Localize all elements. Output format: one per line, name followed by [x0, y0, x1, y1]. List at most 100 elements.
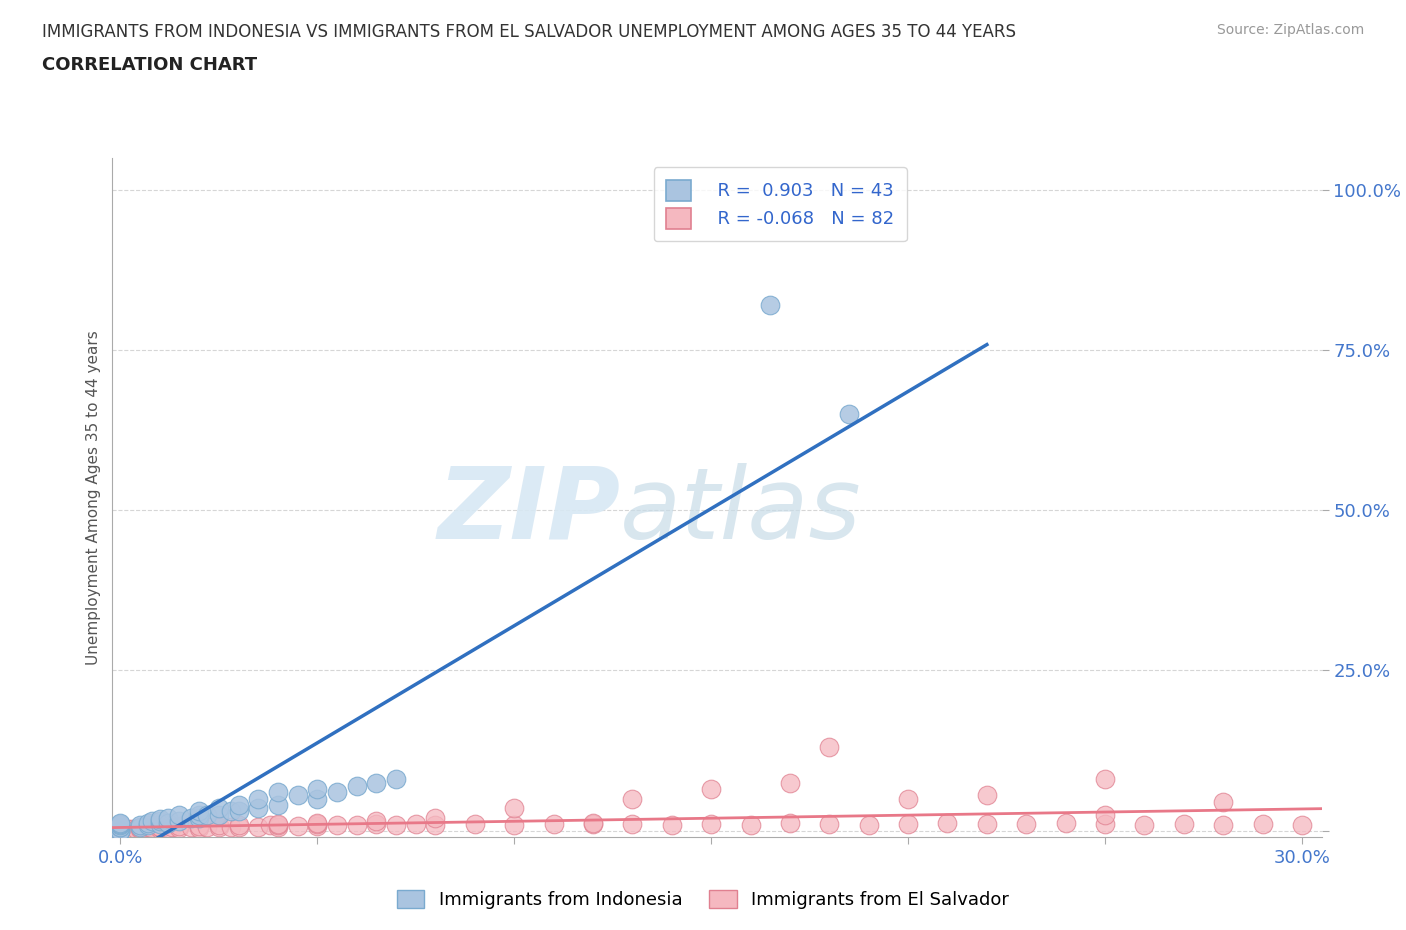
Point [110, 816, 132, 830]
Point [1094, 817, 1116, 831]
Point [180, 810, 202, 825]
Y-axis label: Unemployment Among Ages 35 to 44 years: Unemployment Among Ages 35 to 44 years [86, 330, 101, 665]
Point [287, 788, 309, 803]
Point [700, 817, 723, 831]
Point [129, 820, 152, 835]
Point [188, 818, 211, 833]
Point [267, 817, 290, 832]
Point [188, 807, 211, 822]
Point [136, 816, 159, 830]
Point [385, 818, 408, 833]
Point [1291, 818, 1313, 833]
Point [195, 807, 218, 822]
Point [149, 819, 172, 834]
Point [307, 791, 329, 806]
Point [188, 804, 211, 818]
Point [110, 820, 132, 835]
Point [208, 818, 231, 833]
Point [307, 781, 329, 796]
Text: IMMIGRANTS FROM INDONESIA VS IMMIGRANTS FROM EL SALVADOR UNEMPLOYMENT AMONG AGES: IMMIGRANTS FROM INDONESIA VS IMMIGRANTS … [42, 23, 1017, 41]
Text: atlas: atlas [620, 462, 862, 560]
Point [169, 818, 191, 833]
Point [779, 775, 801, 790]
Point [160, 820, 183, 835]
Point [621, 817, 644, 831]
Point [169, 807, 191, 822]
Point [307, 817, 329, 831]
Point [117, 822, 139, 837]
Point [110, 822, 132, 837]
Point [247, 819, 270, 834]
Point [326, 818, 349, 833]
Point [156, 820, 179, 835]
Point [838, 406, 860, 421]
Point [110, 823, 132, 838]
Point [543, 817, 565, 831]
Point [195, 820, 218, 835]
Point [149, 820, 172, 835]
Point [208, 820, 231, 835]
Text: CORRELATION CHART: CORRELATION CHART [42, 56, 257, 73]
Point [208, 801, 231, 816]
Point [366, 775, 388, 790]
Point [936, 816, 959, 830]
Point [110, 819, 132, 834]
Point [1094, 807, 1116, 822]
Point [897, 817, 920, 831]
Point [141, 814, 163, 829]
Point [621, 791, 644, 806]
Point [149, 821, 172, 836]
Point [228, 818, 250, 833]
Point [149, 817, 172, 831]
Point [425, 810, 447, 825]
Point [129, 818, 152, 833]
Point [149, 812, 172, 827]
Point [110, 823, 132, 838]
Point [307, 818, 329, 833]
Point [121, 821, 143, 836]
Point [405, 817, 427, 831]
Point [136, 818, 159, 833]
Point [110, 820, 132, 835]
Point [1015, 817, 1038, 831]
Point [141, 820, 163, 835]
Point [582, 816, 605, 830]
Point [897, 791, 920, 806]
Point [247, 791, 270, 806]
Point [385, 772, 408, 787]
Point [976, 817, 998, 831]
Point [818, 740, 841, 755]
Point [228, 798, 250, 813]
Legend:   R =  0.903   N = 43,   R = -0.068   N = 82: R = 0.903 N = 43, R = -0.068 N = 82 [654, 167, 907, 242]
Point [219, 804, 242, 818]
Point [267, 819, 290, 834]
Point [326, 785, 349, 800]
Point [188, 810, 211, 825]
Point [503, 801, 526, 816]
Point [169, 814, 191, 829]
Point [228, 804, 250, 818]
Point [136, 820, 159, 835]
Point [129, 821, 152, 836]
Point [307, 816, 329, 830]
Point [129, 820, 152, 835]
Point [1094, 772, 1116, 787]
Point [858, 817, 880, 832]
Point [582, 817, 605, 831]
Point [1212, 794, 1234, 809]
Point [110, 823, 132, 838]
Point [700, 781, 723, 796]
Point [1212, 817, 1234, 832]
Point [110, 817, 132, 831]
Point [661, 817, 683, 832]
Text: Source: ZipAtlas.com: Source: ZipAtlas.com [1216, 23, 1364, 37]
Point [149, 814, 172, 829]
Point [156, 810, 179, 825]
Point [110, 821, 132, 836]
Point [366, 814, 388, 829]
Point [267, 798, 290, 813]
Point [136, 821, 159, 836]
Text: ZIP: ZIP [437, 462, 620, 560]
Point [259, 818, 281, 833]
Point [740, 817, 762, 832]
